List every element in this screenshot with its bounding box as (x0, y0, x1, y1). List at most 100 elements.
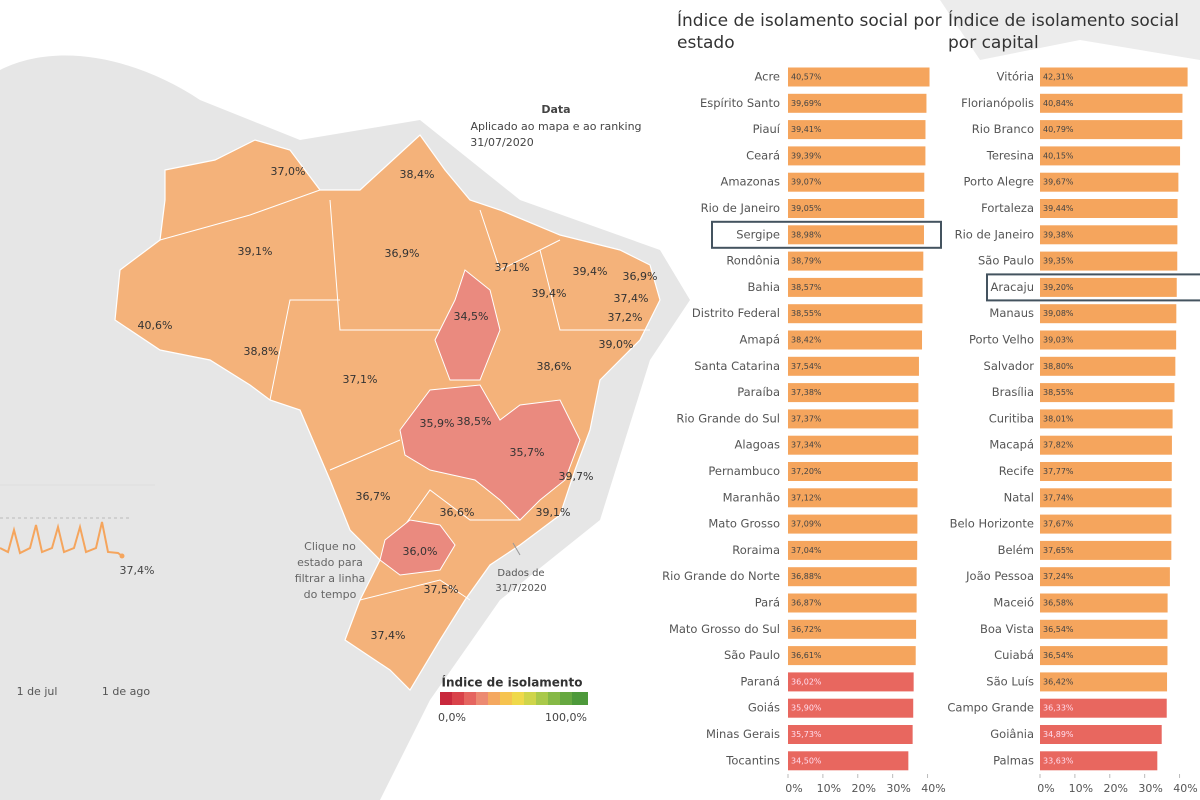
category-label: Fortaleza (981, 201, 1034, 215)
value-label: 40,84% (1043, 99, 1074, 108)
bar (788, 383, 919, 403)
value-label: 36,88% (791, 572, 822, 581)
map-label: 38,6% (537, 360, 572, 373)
category-label: Pará (755, 596, 780, 610)
category-label: Amapá (740, 333, 780, 347)
bar (1040, 725, 1162, 744)
bar (788, 146, 926, 166)
value-label: 38,42% (791, 336, 822, 345)
map-label: 39,1% (238, 245, 273, 258)
bar (1040, 304, 1177, 324)
bar (788, 619, 917, 639)
value-label: 38,01% (1043, 414, 1074, 423)
value-label: 38,80% (1043, 362, 1074, 371)
value-label: 37,82% (1043, 441, 1074, 450)
bar (788, 304, 923, 324)
value-label: 42,31% (1043, 73, 1074, 82)
value-label: 39,41% (791, 125, 822, 134)
value-label: 39,07% (791, 178, 822, 187)
category-label: Porto Alegre (964, 175, 1034, 189)
value-label: 35,90% (791, 704, 822, 713)
value-label: 36,87% (791, 599, 822, 608)
bar (788, 751, 909, 771)
value-label: 37,67% (1043, 520, 1074, 529)
category-label: Belém (998, 543, 1034, 557)
bar (1040, 120, 1183, 140)
map-label: 39,4% (573, 265, 608, 278)
category-label: Rio Branco (972, 122, 1034, 136)
category-label: Mato Grosso (708, 517, 780, 531)
bar (788, 277, 923, 297)
bar (788, 199, 925, 218)
category-label: Maceió (993, 596, 1034, 610)
bar (788, 593, 917, 613)
timeline-last-point (119, 553, 125, 559)
legend-min: 0,0% (438, 711, 466, 724)
value-label: 33,63% (1043, 756, 1074, 765)
brazil (114, 134, 661, 691)
value-label: 37,37% (791, 414, 822, 423)
x-tick-label: 20% (852, 782, 876, 795)
bar (1040, 277, 1177, 297)
bar (788, 409, 919, 429)
value-label: 36,72% (791, 625, 822, 634)
land (940, 0, 1200, 60)
value-label: 38,98% (791, 230, 822, 239)
category-label: Piauí (753, 122, 781, 136)
state-highlight (379, 519, 456, 576)
map-label: 36,7% (356, 490, 391, 503)
bar (788, 172, 925, 192)
value-label: 39,05% (791, 204, 822, 213)
bar (788, 488, 918, 508)
category-label: Ceará (746, 148, 780, 162)
category-label: Palmas (993, 753, 1034, 767)
map-label: 36,9% (385, 247, 420, 260)
bar (1040, 698, 1167, 718)
bar (1040, 93, 1183, 113)
map-label: 38,5% (457, 415, 492, 428)
timeline-tick-label: 1 de ago (102, 685, 150, 698)
bar (1040, 488, 1172, 508)
legend-max: 100,0% (545, 711, 587, 724)
chart-title: Índice de isolamento social por capital (948, 11, 1180, 53)
category-label: Paraná (740, 674, 780, 688)
value-label: 37,20% (791, 467, 822, 476)
value-label: 38,55% (1043, 388, 1074, 397)
map-label: 39,4% (532, 287, 567, 300)
bar (1040, 67, 1188, 87)
bar (1040, 751, 1158, 771)
map-hint: estado para (297, 556, 363, 569)
category-label: Brasília (992, 385, 1034, 399)
value-label: 39,38% (1043, 230, 1074, 239)
category-label: Alagoas (735, 438, 780, 452)
value-label: 37,74% (1043, 493, 1074, 502)
category-label: Teresina (986, 148, 1034, 162)
value-label: 38,79% (791, 257, 822, 266)
value-label: 40,57% (791, 73, 822, 82)
bar (1040, 146, 1181, 166)
map-label: 34,5% (454, 310, 489, 323)
category-label: Acre (754, 70, 780, 84)
x-tick-label: 30% (886, 782, 910, 795)
bar (1040, 225, 1178, 245)
x-tick-label: 40% (1173, 782, 1197, 795)
category-label: Rio Grande do Norte (662, 569, 780, 583)
bar (788, 698, 914, 718)
map-label: 37,4% (614, 292, 649, 305)
selection-box (711, 220, 942, 249)
value-label: 36,54% (1043, 625, 1074, 634)
category-label: João Pessoa (965, 569, 1034, 583)
map-note: 31/7/2020 (495, 583, 546, 594)
value-label: 39,20% (1043, 283, 1074, 292)
category-label: Belo Horizonte (950, 517, 1034, 531)
legend-scale (440, 692, 588, 705)
x-tick-label: 40% (921, 782, 945, 795)
bar (1040, 462, 1172, 481)
legend-title: Índice de isolamento (442, 675, 583, 690)
bar (1040, 593, 1168, 613)
value-label: 36,02% (791, 677, 822, 686)
category-label: Rio Grande do Sul (676, 411, 780, 425)
bar (788, 251, 924, 271)
value-label: 37,65% (1043, 546, 1074, 555)
